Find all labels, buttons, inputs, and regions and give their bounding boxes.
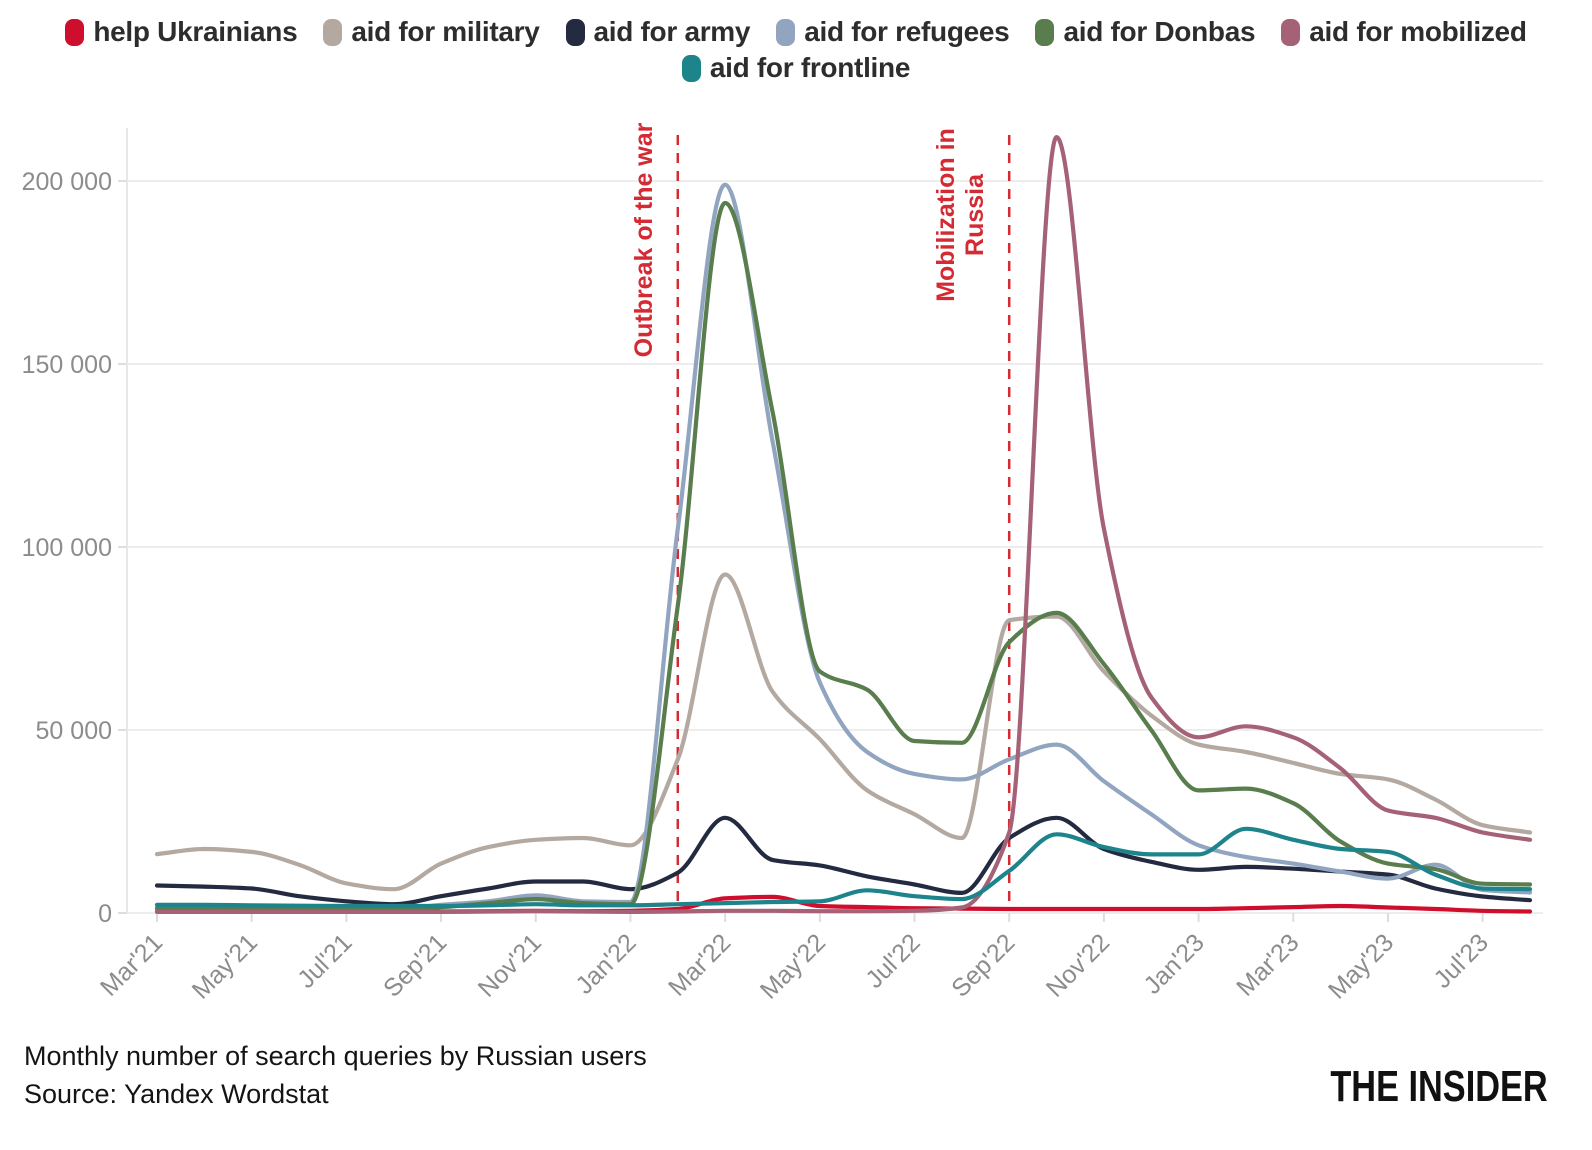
- y-axis-label: 50 000: [36, 717, 112, 745]
- y-axis-label: 200 000: [22, 168, 112, 196]
- x-axis-label: Mar'23: [1231, 928, 1304, 1001]
- legend-label: aid for mobilized: [1309, 16, 1527, 47]
- legend-swatch-aid-for-army: [565, 18, 585, 46]
- legend-row: help Ukrainians aid for military aid for a…: [65, 16, 1527, 48]
- legend-row: aid for frontline: [681, 52, 911, 84]
- annotation-text: Outbreak of the war: [630, 122, 658, 357]
- legend-swatch-aid-for-frontline: [681, 54, 701, 82]
- x-axis-label: Sep'21: [378, 928, 452, 1002]
- x-axis-label: Jul'21: [292, 928, 357, 993]
- legend-item-aid-for-frontline[interactable]: aid for frontline: [681, 52, 911, 84]
- x-axis-label: Mar'21: [95, 928, 168, 1001]
- x-axis-label: Jan'22: [570, 928, 641, 999]
- legend-label: aid for army: [593, 16, 751, 47]
- legend-item-aid-for-donbas[interactable]: aid for Donbas: [1035, 16, 1256, 48]
- legend-label: aid for Donbas: [1063, 16, 1256, 47]
- legend-label: aid for military: [351, 16, 540, 47]
- legend-label: help Ukrainians: [93, 16, 298, 47]
- legend-item-aid-for-military[interactable]: aid for military: [323, 16, 540, 48]
- legend-swatch-aid-for-donbas: [1035, 18, 1055, 46]
- chart-caption: Monthly number of search queries by Russ…: [24, 1038, 647, 1114]
- x-axis-label: Jul'23: [1428, 928, 1493, 993]
- x-axis-label: Mar'22: [663, 928, 736, 1001]
- series-line-aid-for-donbas: [154, 200, 1533, 912]
- legend-label: aid for refugees: [804, 16, 1010, 47]
- y-axis-label: 100 000: [22, 534, 112, 562]
- y-axis-label: 0: [98, 900, 112, 928]
- legend-swatch-help-ukrainians: [65, 18, 85, 46]
- y-axis-label: 150 000: [22, 351, 112, 379]
- legend-swatch-aid-for-mobilized: [1281, 18, 1301, 46]
- x-axis-label: Nov'22: [1041, 928, 1115, 1002]
- chart-legend: help Ukrainians aid for military aid for a…: [0, 16, 1592, 84]
- annotation-text: Mobilization in: [932, 128, 960, 302]
- x-axis-label: Nov'21: [473, 928, 547, 1002]
- the-insider-logo: THE INSIDER: [1330, 1062, 1548, 1111]
- legend-item-aid-for-army[interactable]: aid for army: [565, 16, 751, 48]
- x-axis-label: Jan'23: [1138, 928, 1209, 999]
- x-axis-label: May'21: [187, 928, 263, 1004]
- x-axis-label: May'23: [1323, 928, 1399, 1004]
- legend-swatch-aid-for-military: [323, 18, 343, 46]
- chart-title: Monthly number of search queries by Russ…: [24, 1041, 647, 1071]
- annotation-text: Russia: [961, 173, 989, 256]
- legend-item-help-ukrainians[interactable]: help Ukrainians: [65, 16, 298, 48]
- series-line-aid-for-mobilized: [154, 135, 1533, 915]
- series-line-aid-for-frontline: [154, 826, 1533, 909]
- x-axis-label: Jul'22: [860, 928, 925, 993]
- x-axis-label: May'22: [755, 928, 831, 1004]
- x-axis-label: Sep'22: [946, 928, 1020, 1002]
- legend-label: aid for frontline: [709, 52, 911, 83]
- legend-item-aid-for-refugees[interactable]: aid for refugees: [776, 16, 1010, 48]
- series-line-aid-for-military: [154, 572, 1533, 892]
- chart-source: Source: Yandex Wordstat: [24, 1078, 329, 1109]
- legend-item-aid-for-mobilized[interactable]: aid for mobilized: [1281, 16, 1527, 48]
- legend-swatch-aid-for-refugees: [776, 18, 796, 46]
